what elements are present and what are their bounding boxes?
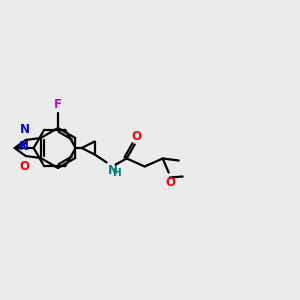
Text: N: N bbox=[108, 164, 118, 176]
Text: O: O bbox=[166, 176, 176, 188]
Text: N: N bbox=[19, 140, 29, 154]
Text: O: O bbox=[132, 130, 142, 142]
Text: O: O bbox=[20, 160, 30, 173]
Text: H: H bbox=[113, 167, 122, 178]
Text: N: N bbox=[20, 123, 30, 136]
Text: F: F bbox=[54, 98, 62, 111]
